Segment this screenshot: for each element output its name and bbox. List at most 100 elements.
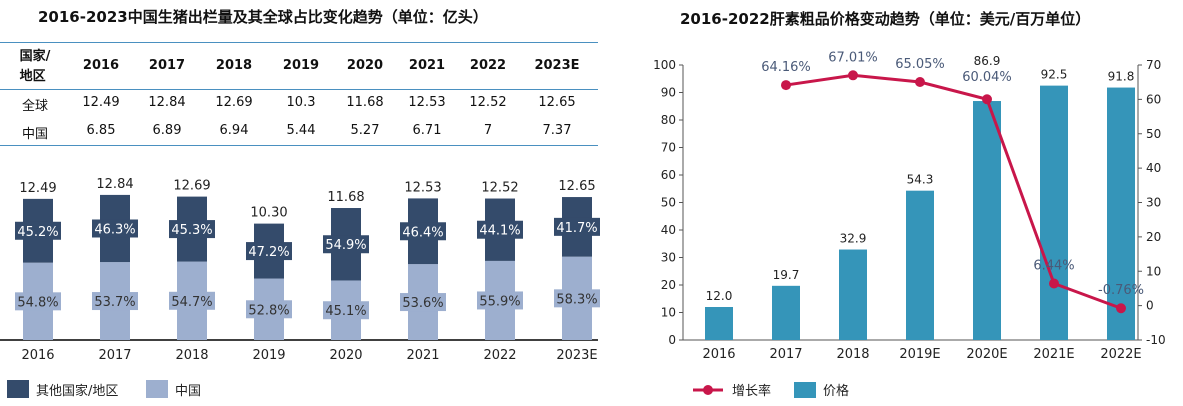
x-tick-label: 2017: [98, 348, 131, 363]
price-bar: [1107, 87, 1135, 340]
price-bar: [839, 249, 867, 340]
table-header-cell: 2017: [148, 58, 186, 73]
data-label-china: 53.7%: [94, 295, 135, 310]
y-left-tick-label: 100: [653, 58, 676, 72]
table-cell: 6.94: [219, 123, 249, 138]
table-rule: [0, 145, 598, 146]
data-label-other: 47.2%: [248, 245, 289, 260]
data-label-other: 46.3%: [94, 222, 135, 237]
x-tick-label: 2023E: [556, 348, 597, 363]
x-tick-label: 2022: [483, 348, 516, 363]
growth-rate-point: [781, 80, 791, 91]
total-label: 12.65: [558, 179, 595, 194]
data-label-other: 46.4%: [402, 225, 443, 240]
table-header-cell: 2016: [82, 58, 120, 73]
x-tick-label: 2016: [702, 347, 735, 362]
y-left-tick-label: 20: [661, 278, 676, 292]
left-stacked-bar-chart: 45.2% 54.8% 12.49 2016 46.3% 53.7% 12.84 2017 45…: [0, 177, 600, 399]
legend-swatch-price: [794, 382, 816, 398]
data-label-bg: [323, 301, 369, 320]
data-label-bg: [477, 291, 523, 310]
data-label-other: 44.1%: [479, 224, 520, 239]
data-label-other: 45.2%: [17, 225, 58, 240]
table-cell: 12.52: [469, 95, 507, 110]
table-cell: 5.44: [286, 123, 316, 138]
legend-label-other: 其他国家/地区: [36, 383, 118, 399]
x-tick-label: 2019E: [899, 347, 940, 362]
y-right-tick-label: 50: [1146, 127, 1161, 141]
y-left-tick-label: 70: [661, 141, 676, 155]
table-cell: 12.69: [215, 95, 253, 110]
y-right-tick-label: 30: [1146, 196, 1161, 210]
growth-rate-label: 64.16%: [761, 60, 811, 75]
y-right-tick-label: 10: [1146, 264, 1161, 278]
table-header-cell: 2022: [469, 58, 507, 73]
y-left-tick-label: 40: [661, 223, 676, 237]
legend-label-price: 价格: [823, 383, 849, 399]
price-label: 92.5: [1041, 68, 1068, 82]
growth-rate-label: -0.76%: [1098, 283, 1144, 298]
price-bar: [1040, 85, 1068, 340]
total-label: 12.84: [96, 177, 133, 192]
table-cell: 6.71: [412, 123, 442, 138]
growth-rate-point: [1116, 303, 1126, 314]
x-tick-label: 2022E: [1100, 347, 1141, 362]
x-tick-label: 2018: [836, 347, 869, 362]
price-label: 19.7: [773, 268, 800, 282]
y-right-tick-label: 70: [1146, 58, 1161, 72]
data-label-china: 45.1%: [325, 304, 366, 319]
price-bar: [973, 101, 1001, 341]
x-tick-label: 2020: [329, 348, 362, 363]
data-label-bg: [169, 220, 215, 239]
price-label: 86.9: [974, 54, 1001, 68]
table-header-cell: 2018: [215, 58, 253, 73]
table-rule: [0, 42, 598, 43]
total-label: 12.53: [404, 180, 441, 195]
right-combo-chart: 0 10 20 30 40 50 60 70 80 90 100 -10 0 10 20 30 40 50 60 70…: [653, 50, 1166, 399]
data-label-china: 54.7%: [171, 295, 212, 310]
price-label: 12.0: [706, 289, 733, 303]
data-label-bg: [246, 300, 292, 319]
data-label-bg: [15, 221, 61, 240]
data-label-bg: [15, 292, 61, 311]
table-cell: 12.49: [82, 95, 120, 110]
table-cell: 12.84: [148, 95, 186, 110]
data-label-bg: [169, 291, 215, 310]
data-label-bg: [246, 242, 292, 261]
table-cell: 12.53: [408, 95, 446, 110]
data-label-china: 54.8%: [17, 295, 58, 310]
data-label-china: 53.6%: [402, 296, 443, 311]
right-chart-title: 2016-2022肝素粗品价格变动趋势（单位：美元/百万单位）: [680, 10, 1091, 28]
legend-label-china: 中国: [175, 384, 201, 399]
data-label-bg: [554, 289, 600, 308]
data-label-bg: [323, 235, 369, 254]
table-header-cell: 2020: [346, 58, 384, 73]
data-label-bg: [554, 217, 600, 236]
y-left-tick-label: 10: [661, 306, 676, 320]
table-cell: 12.65: [538, 95, 576, 110]
price-label: 54.3: [907, 173, 934, 187]
growth-rate-point: [1049, 278, 1059, 289]
y-right-tick-label: 60: [1146, 92, 1161, 106]
table-cell: 6.89: [152, 123, 182, 138]
table-cell: 10.3: [286, 95, 316, 110]
x-tick-label: 2020E: [966, 347, 1007, 362]
table-cell: 11.68: [346, 95, 384, 110]
data-label-china: 52.8%: [248, 303, 289, 318]
x-tick-label: 2021E: [1033, 347, 1074, 362]
x-tick-label: 2018: [175, 348, 208, 363]
data-label-bg: [92, 219, 138, 238]
data-label-bg: [400, 222, 446, 241]
growth-rate-point: [848, 70, 858, 81]
total-label: 12.49: [19, 181, 56, 196]
growth-rate-label: 67.01%: [828, 50, 878, 65]
total-label: 10.30: [250, 206, 287, 221]
table-cell: 7.37: [542, 123, 572, 138]
total-label: 11.68: [327, 190, 364, 205]
x-tick-label: 2017: [769, 347, 802, 362]
y-right-tick-label: 20: [1146, 230, 1161, 244]
table-row-label: 中国: [21, 127, 49, 142]
total-label: 12.52: [481, 181, 518, 196]
table-cell: 6.85: [86, 123, 116, 138]
data-label-other: 45.3%: [171, 223, 212, 238]
